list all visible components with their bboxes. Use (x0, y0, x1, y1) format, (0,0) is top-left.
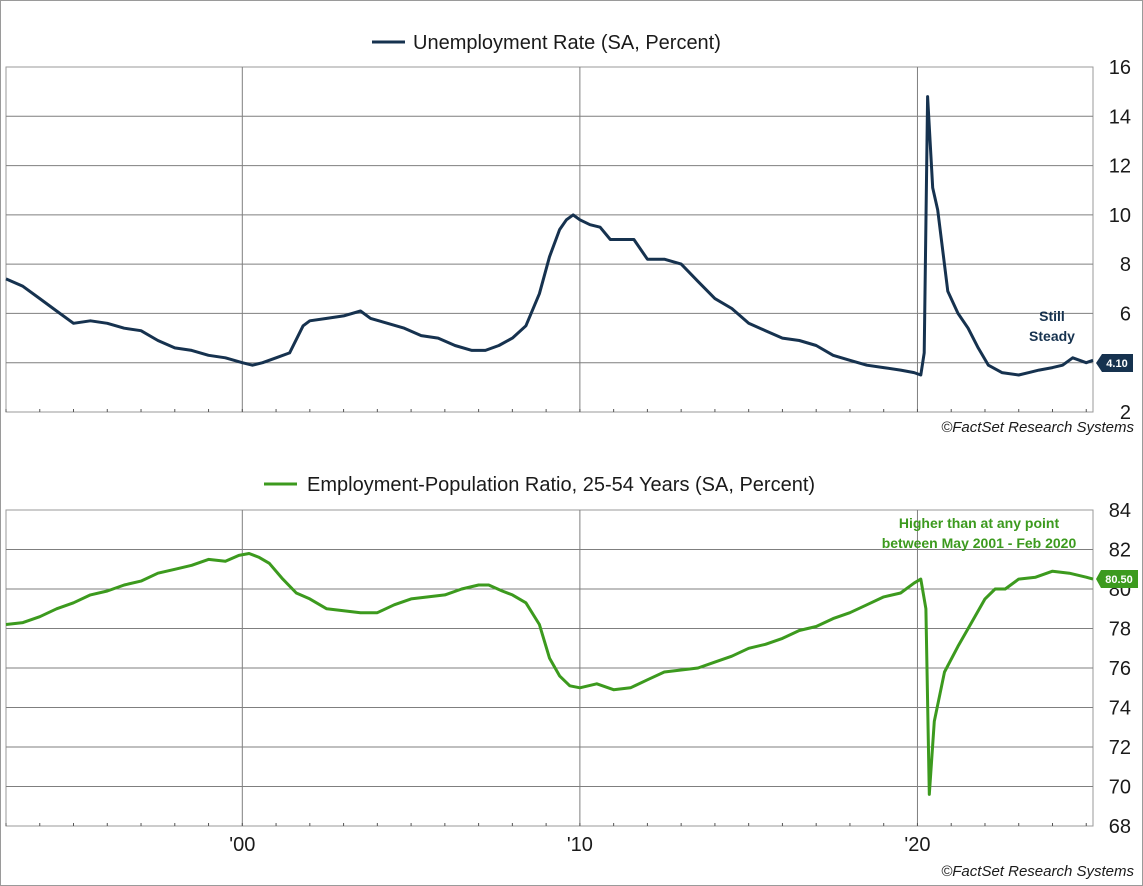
y-tick-label: 12 (1109, 156, 1131, 178)
y-tick-label: 10 (1109, 205, 1131, 227)
epop-series-line (5, 552, 1094, 796)
y-tick-label: 6 (1120, 303, 1131, 325)
y-tick-label: 16 (1109, 57, 1131, 79)
epop-annotation-line2: between May 2001 - Feb 2020 (882, 535, 1077, 551)
x-tick-label: '00 (229, 834, 255, 856)
unemployment-legend-label: Unemployment Rate (SA, Percent) (413, 32, 721, 54)
epop-annotation-line1: Higher than at any point (899, 515, 1060, 531)
y-tick-label: 84 (1109, 500, 1131, 522)
unemployment-annotation-line2: Steady (1029, 328, 1075, 344)
x-tick-label: '10 (567, 834, 593, 856)
unemployment-gridlines (6, 67, 1093, 412)
unemployment-end-label-tag (1096, 354, 1133, 372)
epop-credit: ©FactSet Research Systems (941, 863, 1134, 880)
epop-end-label: 80.50 (1096, 570, 1138, 588)
y-tick-label: 70 (1109, 777, 1131, 799)
y-tick-label: 76 (1109, 658, 1131, 680)
epop-gridlines (6, 510, 1093, 826)
unemployment-legend: Unemployment Rate (SA, Percent) (372, 32, 721, 54)
y-tick-label: 72 (1109, 737, 1131, 759)
y-tick-label: 68 (1109, 816, 1131, 838)
epop-end-label-text: 80.50 (1105, 574, 1133, 586)
epop-x-minor-ticks (5, 823, 1087, 826)
y-tick-label: 82 (1109, 540, 1131, 562)
unemployment-x-minor-ticks (5, 409, 1087, 412)
unemployment-end-label: 4.10 (1096, 354, 1133, 372)
unemployment-end-label-text: 4.10 (1106, 358, 1127, 370)
x-axis-tick-labels: '00 '10 '20 (229, 834, 930, 856)
y-tick-label: 78 (1109, 619, 1131, 641)
epop-end-label-tag (1096, 570, 1138, 588)
y-tick-label: 8 (1120, 254, 1131, 276)
y-tick-label: 14 (1109, 106, 1131, 128)
unemployment-y-ticks: 246810121416 (1109, 57, 1131, 424)
y-tick-label: 74 (1109, 698, 1131, 720)
epop-legend-label: Employment-Population Ratio, 25-54 Years… (307, 474, 815, 496)
x-tick-label: '20 (904, 834, 930, 856)
unemployment-panel: 246810121416 Unemployment Rate (SA, Perc… (5, 32, 1134, 436)
unemployment-annotation-line1: Still (1039, 308, 1065, 324)
y-tick-label: 2 (1120, 402, 1131, 424)
unemployment-plot-area (5, 66, 1094, 413)
unemployment-series-line (5, 95, 1094, 377)
epop-legend: Employment-Population Ratio, 25-54 Years… (264, 474, 815, 496)
unemployment-credit: ©FactSet Research Systems (941, 419, 1134, 436)
